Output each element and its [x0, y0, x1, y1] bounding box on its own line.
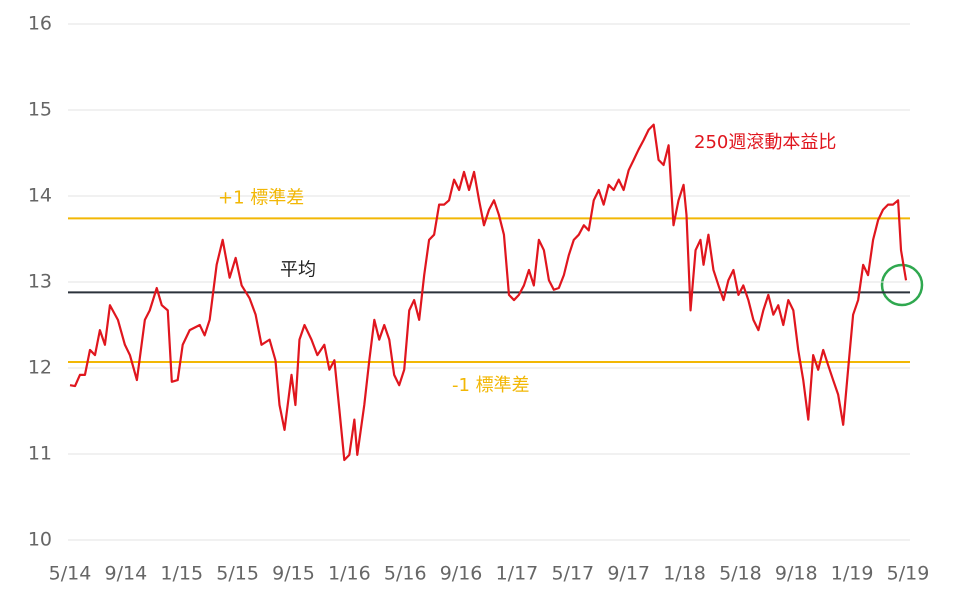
data-line — [69, 123, 908, 462]
y-tick-label: 13 — [28, 271, 52, 293]
x-tick-label: 9/15 — [272, 563, 315, 585]
y-tick-label: 12 — [28, 357, 52, 379]
x-tick-label: 1/18 — [663, 563, 706, 585]
x-tick-label: 9/17 — [607, 563, 650, 585]
x-tick-label: 9/16 — [440, 563, 483, 585]
x-tick-label: 5/17 — [551, 563, 594, 585]
x-tick-label: 1/17 — [496, 563, 539, 585]
y-tick-label: 15 — [28, 99, 52, 121]
x-tick-label: 5/15 — [216, 563, 259, 585]
x-tick-label: 9/18 — [775, 563, 818, 585]
highlight-circle — [880, 263, 924, 307]
y-tick-label: 16 — [28, 13, 52, 35]
series-label: 250週滾動本益比 — [694, 132, 836, 153]
reference-label: 平均 — [280, 259, 316, 280]
x-tick-label: 5/19 — [887, 563, 930, 585]
x-tick-label: 1/16 — [328, 563, 371, 585]
reference-label: -1 標準差 — [452, 375, 530, 396]
y-tick-label: 14 — [28, 185, 52, 207]
y-tick-label: 11 — [28, 443, 52, 465]
y-tick-label: 10 — [28, 529, 52, 551]
x-tick-label: 1/15 — [160, 563, 203, 585]
reference-label: +1 標準差 — [218, 187, 304, 208]
x-tick-label: 5/14 — [49, 563, 92, 585]
x-tick-label: 5/18 — [719, 563, 762, 585]
x-tick-label: 1/19 — [831, 563, 874, 585]
x-tick-label: 9/14 — [105, 563, 148, 585]
x-tick-label: 5/16 — [384, 563, 427, 585]
